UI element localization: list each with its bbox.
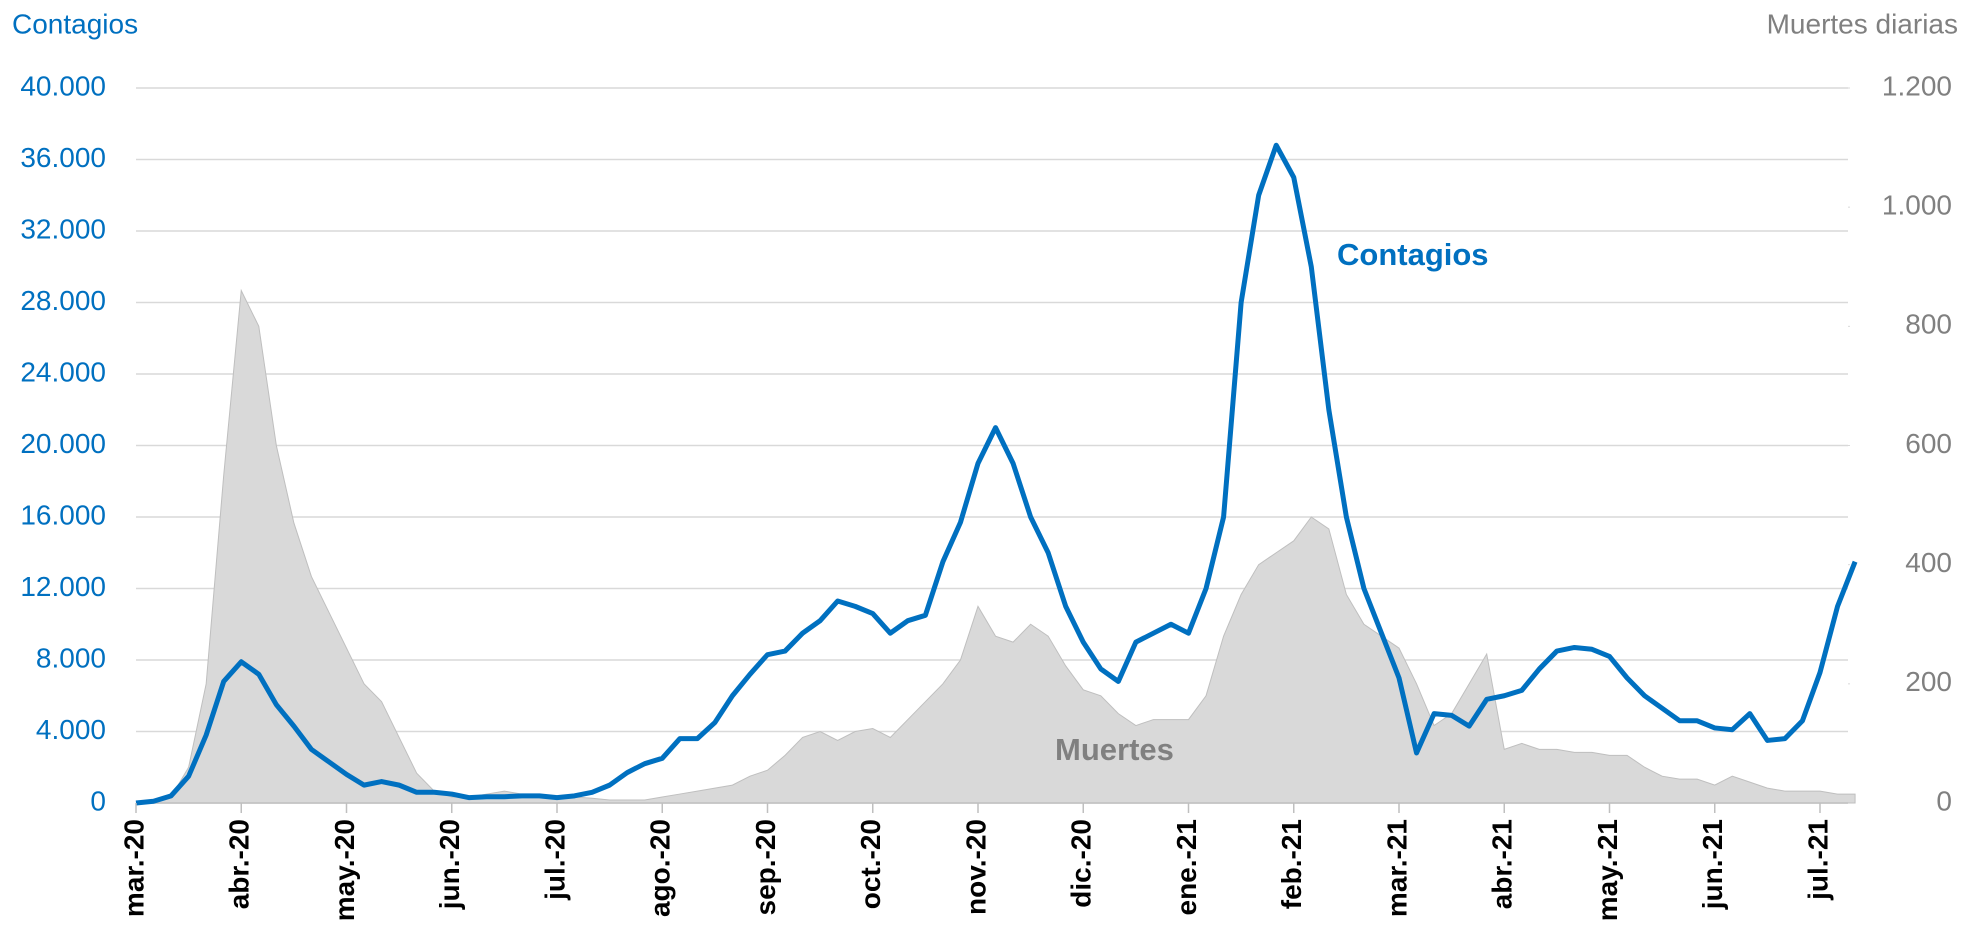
y2-tick-label: 200 xyxy=(1905,666,1952,697)
y-tick-label: 36.000 xyxy=(20,142,106,173)
x-tick-label: abr.-21 xyxy=(1487,819,1518,909)
x-tick-label: jul.-21 xyxy=(1802,819,1833,901)
x-tick-label: sep.-20 xyxy=(750,819,781,916)
y-tick-label: 24.000 xyxy=(20,356,106,387)
y2-tick-label: 800 xyxy=(1905,309,1952,340)
y2-tick-label: 600 xyxy=(1905,428,1952,459)
x-tick-label: feb.-21 xyxy=(1276,819,1307,909)
area xyxy=(136,288,1856,804)
x-tick-label: oct.-20 xyxy=(855,819,886,909)
y2-tick-label: 0 xyxy=(1936,785,1952,816)
y-tick-label: 28.000 xyxy=(20,285,106,316)
x-tick-label: mar.-20 xyxy=(118,819,149,917)
x-tick-label: ago.-20 xyxy=(645,819,676,917)
y-tick-label: 32.000 xyxy=(20,213,106,244)
x-tick-label: jun.-21 xyxy=(1697,819,1728,910)
y2-tick-label: 400 xyxy=(1905,547,1952,578)
series-annotation: Contagios xyxy=(1337,237,1489,272)
x-tick-label: ene.-21 xyxy=(1171,819,1202,916)
x-tick-label: abr.-20 xyxy=(224,819,255,909)
series-annotation: Muertes xyxy=(1055,732,1174,767)
x-tick-label: may.-20 xyxy=(329,819,360,921)
y-axis-label: Contagios xyxy=(12,8,138,39)
y2-tick-label: 1.000 xyxy=(1882,190,1952,221)
y-tick-label: 40.000 xyxy=(20,70,106,101)
y-tick-label: 20.000 xyxy=(20,428,106,459)
x-tick-label: may.-21 xyxy=(1592,819,1623,921)
y-tick-label: 16.000 xyxy=(20,499,106,530)
y-tick-label: 4.000 xyxy=(36,714,106,745)
x-tick-label: jul.-20 xyxy=(539,819,570,901)
line xyxy=(135,142,1858,806)
y-tick-label: 0 xyxy=(90,785,106,816)
x-tick-label: mar.-21 xyxy=(1381,819,1412,917)
y-tick-label: 12.000 xyxy=(20,571,106,602)
y2-tick-label: 1.200 xyxy=(1882,70,1952,101)
x-tick-label: dic.-20 xyxy=(1066,819,1097,908)
x-tick-label: jun.-20 xyxy=(434,819,465,910)
x-tick-label: nov.-20 xyxy=(960,819,991,915)
y-tick-label: 8.000 xyxy=(36,642,106,673)
y2-axis-label: Muertes diarias xyxy=(1767,8,1958,39)
